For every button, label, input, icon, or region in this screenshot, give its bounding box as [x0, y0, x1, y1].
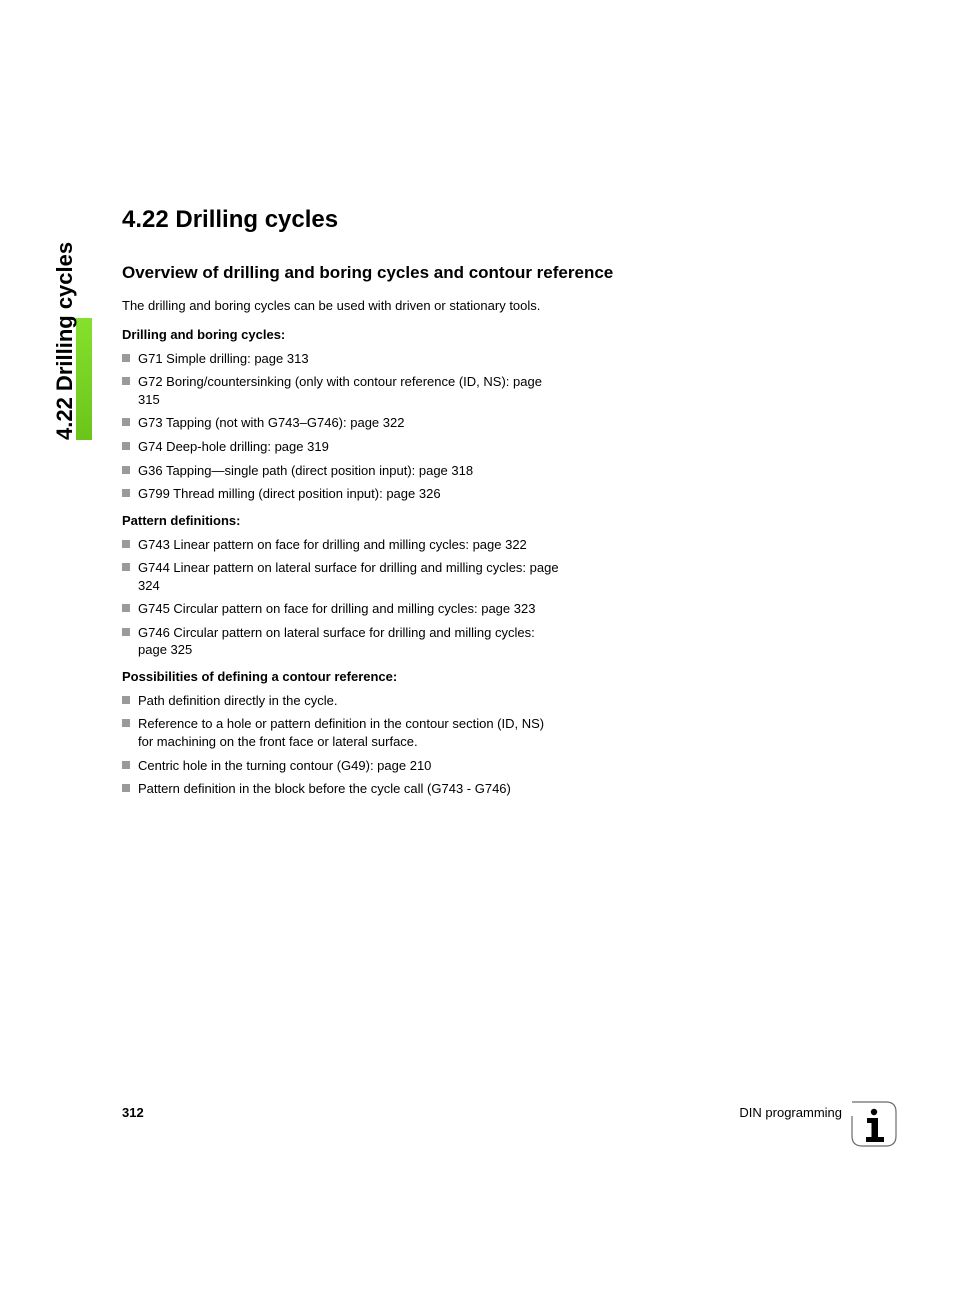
list-item: G746 Circular pattern on lateral surface…	[122, 624, 562, 659]
section-list: Path definition directly in the cycle. R…	[122, 692, 642, 798]
content-column: 4.22 Drilling cycles Overview of drillin…	[122, 206, 642, 808]
section-title: Pattern definitions:	[122, 513, 642, 528]
book-section-label: DIN programming	[739, 1105, 842, 1120]
list-item: G745 Circular pattern on face for drilli…	[122, 600, 562, 618]
list-item: Reference to a hole or pattern definitio…	[122, 715, 562, 750]
list-item: G71 Simple drilling: page 313	[122, 350, 562, 368]
info-icon	[848, 1098, 900, 1150]
list-item: G743 Linear pattern on face for drilling…	[122, 536, 562, 554]
intro-paragraph: The drilling and boring cycles can be us…	[122, 297, 542, 315]
side-tab: 4.22 Drilling cycles	[76, 195, 108, 440]
page-footer: 312 DIN programming	[122, 1105, 842, 1120]
list-item: Centric hole in the turning contour (G49…	[122, 757, 562, 775]
section-title: Drilling and boring cycles:	[122, 327, 642, 342]
section-title: Possibilities of defining a contour refe…	[122, 669, 642, 684]
page-number: 312	[122, 1105, 144, 1120]
list-item: G744 Linear pattern on lateral surface f…	[122, 559, 562, 594]
page: 4.22 Drilling cycles 4.22 Drilling cycle…	[0, 0, 954, 1308]
list-item: G73 Tapping (not with G743–G746): page 3…	[122, 414, 562, 432]
page-subheading: Overview of drilling and boring cycles a…	[122, 262, 642, 283]
list-item: G72 Boring/countersinking (only with con…	[122, 373, 562, 408]
side-tab-label: 4.22 Drilling cycles	[52, 242, 78, 440]
list-item: G36 Tapping—single path (direct position…	[122, 462, 562, 480]
section-list: G71 Simple drilling: page 313 G72 Boring…	[122, 350, 642, 503]
list-item: G74 Deep-hole drilling: page 319	[122, 438, 562, 456]
list-item: G799 Thread milling (direct position inp…	[122, 485, 562, 503]
side-tab-accent	[76, 318, 92, 440]
list-item: Pattern definition in the block before t…	[122, 780, 562, 798]
page-heading: 4.22 Drilling cycles	[122, 206, 642, 234]
section-list: G743 Linear pattern on face for drilling…	[122, 536, 642, 659]
list-item: Path definition directly in the cycle.	[122, 692, 562, 710]
